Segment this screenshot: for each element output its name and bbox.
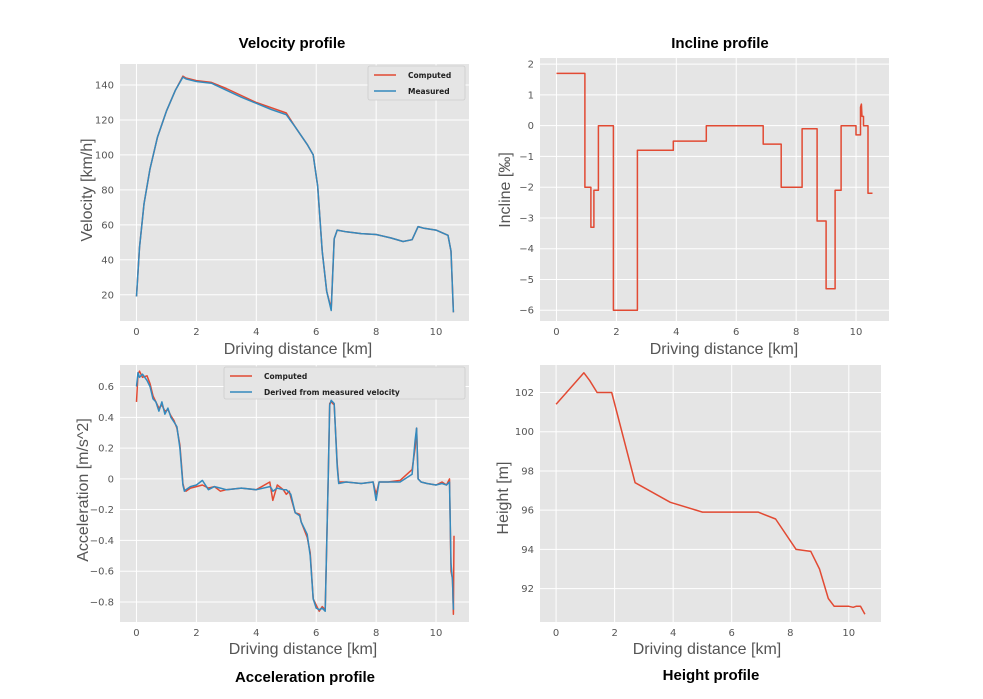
velocity-ytick-label: 80 xyxy=(101,185,114,196)
velocity-xtick-label: 6 xyxy=(313,327,319,338)
acceleration-legend-box xyxy=(223,366,466,400)
height-xlabel: Driving distance [km] xyxy=(633,641,782,658)
incline-ytick-label: −2 xyxy=(519,183,534,194)
height-xtick-label: 8 xyxy=(787,628,793,639)
incline-ytick-label: −3 xyxy=(519,213,534,224)
incline-ytick-label: 2 xyxy=(528,60,534,71)
incline-title: Incline profile xyxy=(671,35,769,52)
acceleration-ytick-label: 0 xyxy=(108,474,114,485)
height-ytick-label: 92 xyxy=(521,584,534,595)
height-ytick-label: 98 xyxy=(521,466,534,477)
acceleration-ytick-label: −0.4 xyxy=(90,536,114,547)
velocity-plot: 0 2 4 6 8 10 20 40 60 80 100 120 140 Computed Measured xyxy=(95,64,469,338)
acceleration-plot-area xyxy=(120,365,469,622)
velocity-xtick-label: 4 xyxy=(253,327,259,338)
height-ytick-label: 100 xyxy=(515,427,534,438)
incline-panel: Incline profile Driving distance [km] In… xyxy=(497,35,798,358)
incline-ytick-label: −1 xyxy=(519,152,534,163)
incline-ytick-label: −6 xyxy=(519,306,534,317)
velocity-plot-area xyxy=(120,64,469,321)
velocity-title: Velocity profile xyxy=(239,35,346,52)
incline-plot-area xyxy=(540,58,889,321)
incline-series-incline xyxy=(556,72,873,311)
incline-ytick-label: −4 xyxy=(519,244,534,255)
height-plot-area xyxy=(540,365,881,622)
acceleration-ylabel: Acceleration [m/s^2] xyxy=(75,418,92,562)
velocity-ytick-label: 140 xyxy=(95,80,114,91)
height-plot: 0 2 4 6 8 10 92 94 96 98 100 102 xyxy=(515,365,881,639)
velocity-xlabel: Driving distance [km] xyxy=(224,341,373,358)
acceleration-ytick-label: −0.8 xyxy=(90,597,114,608)
acceleration-xtick-label: 6 xyxy=(313,628,319,639)
height-xtick-label: 4 xyxy=(670,628,676,639)
acceleration-legend-label: Computed xyxy=(264,372,307,381)
incline-xtick-label: 2 xyxy=(613,327,619,338)
height-ytick-label: 96 xyxy=(521,506,534,517)
incline-ylabel: Incline [‰] xyxy=(497,152,514,228)
velocity-ytick-label: 60 xyxy=(101,220,114,231)
height-xtick-label: 6 xyxy=(729,628,735,639)
acceleration-series-derived-from-measured-velocity xyxy=(135,371,455,612)
height-ylabel: Height [m] xyxy=(495,462,512,535)
incline-xtick-label: 10 xyxy=(850,327,863,338)
acceleration-ytick-label: 0.4 xyxy=(98,413,114,424)
height-series-height xyxy=(555,372,866,615)
height-xtick-label: 10 xyxy=(842,628,855,639)
acceleration-xtick-label: 2 xyxy=(193,628,199,639)
acceleration-title: Acceleration profile xyxy=(235,669,375,686)
height-title: Height profile xyxy=(663,667,760,684)
incline-xtick-label: 4 xyxy=(673,327,679,338)
acceleration-ytick-label: 0.6 xyxy=(98,382,114,393)
velocity-xtick-label: 10 xyxy=(430,327,443,338)
incline-ytick-label: 1 xyxy=(528,90,534,101)
height-ytick-label: 102 xyxy=(515,388,534,399)
acceleration-xtick-label: 0 xyxy=(133,628,139,639)
incline-xtick-label: 0 xyxy=(553,327,559,338)
velocity-xtick-label: 2 xyxy=(193,327,199,338)
incline-ytick-label: 0 xyxy=(528,121,534,132)
height-xtick-label: 0 xyxy=(553,628,559,639)
acceleration-ytick-label: 0.2 xyxy=(98,444,114,455)
height-ytick-label: 94 xyxy=(521,545,534,556)
acceleration-xtick-label: 10 xyxy=(430,628,443,639)
incline-xtick-label: 8 xyxy=(793,327,799,338)
acceleration-ytick-label: −0.6 xyxy=(90,567,114,578)
velocity-xtick-label: 8 xyxy=(373,327,379,338)
acceleration-xlabel: Driving distance [km] xyxy=(229,641,378,658)
velocity-legend-label: Measured xyxy=(408,87,450,96)
acceleration-plot: 0 2 4 6 8 10 0.6 0.4 0.2 0 −0.2 −0.4 −0.6 −0.8 Compute… xyxy=(90,365,469,639)
velocity-ytick-label: 20 xyxy=(101,290,114,301)
incline-xlabel: Driving distance [km] xyxy=(650,341,799,358)
velocity-panel: Velocity profile Driving distance [km] V… xyxy=(79,35,372,358)
height-panel: Driving distance [km] Height [m] Height … xyxy=(495,462,781,684)
acceleration-xtick-label: 4 xyxy=(253,628,259,639)
height-xtick-label: 2 xyxy=(611,628,617,639)
velocity-series-measured xyxy=(135,76,455,313)
acceleration-panel: Driving distance [km] Acceleration [m/s^… xyxy=(75,418,377,686)
velocity-ytick-label: 100 xyxy=(95,150,114,161)
velocity-ylabel: Velocity [km/h] xyxy=(79,138,96,241)
velocity-ytick-label: 40 xyxy=(101,255,114,266)
velocity-legend: Computed Measured xyxy=(367,65,466,101)
acceleration-legend: Computed Derived from measured velocity xyxy=(223,366,466,400)
acceleration-legend-label: Derived from measured velocity xyxy=(264,388,400,397)
velocity-legend-label: Computed xyxy=(408,71,451,80)
incline-xtick-label: 6 xyxy=(733,327,739,338)
velocity-xtick-label: 0 xyxy=(133,327,139,338)
velocity-ytick-label: 120 xyxy=(95,115,114,126)
acceleration-ytick-label: −0.2 xyxy=(90,505,114,516)
acceleration-xtick-label: 8 xyxy=(373,628,379,639)
incline-ytick-label: −5 xyxy=(519,275,534,286)
